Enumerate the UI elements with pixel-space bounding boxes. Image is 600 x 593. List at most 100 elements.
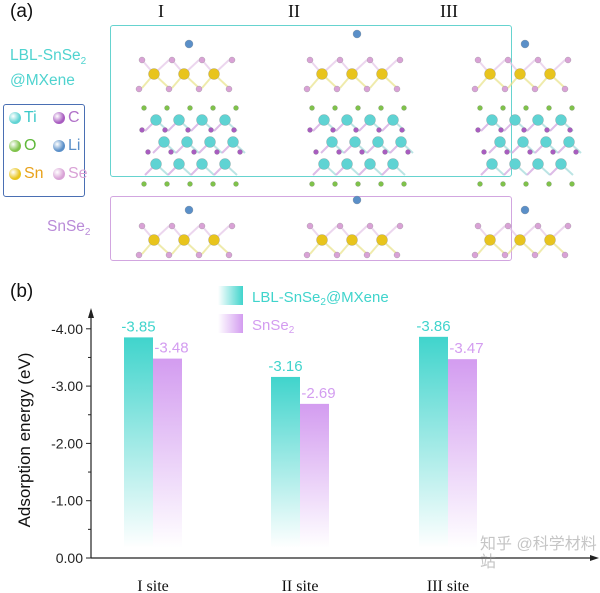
se-atom bbox=[165, 251, 173, 259]
y-tick-label: 0.00 bbox=[56, 550, 83, 566]
c-atom bbox=[336, 149, 342, 155]
se-atom bbox=[471, 251, 479, 259]
se-atom bbox=[198, 222, 206, 230]
x-axis-arrow bbox=[590, 555, 599, 561]
sn-atom bbox=[316, 234, 328, 246]
ti-atom bbox=[509, 158, 521, 170]
bar-value-label: -3.48 bbox=[154, 340, 188, 357]
se-atom bbox=[393, 251, 401, 259]
sn-atom bbox=[148, 68, 160, 80]
o-atom bbox=[500, 105, 506, 111]
o-atom bbox=[187, 181, 193, 187]
ti-atom bbox=[173, 114, 185, 126]
o-atom bbox=[378, 105, 384, 111]
x-tick-label: III site bbox=[427, 578, 469, 593]
composite-row-label: LBL-SnSe2 @MXene bbox=[10, 46, 86, 90]
se-atom bbox=[561, 85, 569, 93]
snse2-label-sub: 2 bbox=[84, 227, 91, 239]
se-atom bbox=[198, 56, 206, 64]
ti-atom bbox=[158, 136, 170, 148]
ti-atom-icon bbox=[9, 112, 21, 124]
o-atom bbox=[500, 181, 506, 187]
sn-atom bbox=[544, 234, 556, 246]
column-label-ii: II bbox=[288, 1, 300, 21]
c-atom bbox=[550, 149, 556, 155]
sn-atom-icon bbox=[9, 168, 21, 180]
se-atom bbox=[168, 56, 176, 64]
column-label-i: I bbox=[158, 1, 164, 21]
se-atom-icon bbox=[53, 168, 65, 180]
o-atom-icon bbox=[9, 140, 21, 152]
c-atom bbox=[307, 127, 313, 133]
bar-snse2 bbox=[448, 359, 477, 548]
se-atom bbox=[336, 56, 344, 64]
o-atom bbox=[164, 181, 170, 187]
se-atom bbox=[333, 85, 341, 93]
y-tick-label: -4.00 bbox=[51, 321, 83, 337]
ti-atom bbox=[486, 114, 498, 126]
snse2-label-main: SnSe bbox=[47, 218, 85, 235]
c-atom bbox=[521, 127, 527, 133]
c-atom bbox=[567, 127, 573, 133]
se-atom bbox=[138, 56, 146, 64]
li-atom bbox=[184, 39, 194, 49]
c-atom bbox=[139, 127, 145, 133]
se-atom bbox=[561, 251, 569, 259]
ti-atom bbox=[219, 158, 231, 170]
se-atom bbox=[474, 222, 482, 230]
sn-atom bbox=[376, 68, 388, 80]
se-atom bbox=[534, 56, 542, 64]
o-atom bbox=[523, 181, 529, 187]
ti-atom bbox=[555, 158, 567, 170]
legend-label: LBL-SnSe2@MXene bbox=[252, 289, 389, 308]
y-tick-label: -1.00 bbox=[51, 493, 83, 509]
o-atom bbox=[401, 105, 407, 111]
se-atom bbox=[471, 85, 479, 93]
sn-atom bbox=[178, 68, 190, 80]
ti-atom bbox=[326, 136, 338, 148]
o-atom bbox=[309, 181, 315, 187]
se-atom bbox=[336, 222, 344, 230]
li-atom bbox=[352, 29, 362, 39]
sn-atom bbox=[316, 68, 328, 80]
ti-atom bbox=[509, 114, 521, 126]
bar-value-label: -2.69 bbox=[301, 385, 335, 402]
legend-label-main: SnSe bbox=[252, 317, 289, 334]
se-atom bbox=[138, 222, 146, 230]
legend-symbol: Se bbox=[68, 165, 88, 182]
se-atom bbox=[363, 251, 371, 259]
c-atom bbox=[376, 127, 382, 133]
se-atom bbox=[396, 222, 404, 230]
o-atom bbox=[569, 181, 575, 187]
ti-atom bbox=[318, 158, 330, 170]
o-atom bbox=[546, 105, 552, 111]
se-atom bbox=[366, 56, 374, 64]
se-atom bbox=[393, 85, 401, 93]
li-atom-icon bbox=[53, 140, 65, 152]
c-atom bbox=[145, 149, 151, 155]
ti-atom bbox=[227, 136, 239, 148]
o-atom bbox=[523, 105, 529, 111]
legend-symbol: Ti bbox=[24, 109, 37, 126]
se-atom bbox=[396, 56, 404, 64]
legend-label-sub: 2 bbox=[289, 325, 295, 336]
c-atom bbox=[382, 149, 388, 155]
x-tick-label: II site bbox=[282, 578, 319, 593]
y-axis-arrow bbox=[88, 308, 94, 318]
sn-atom bbox=[376, 234, 388, 246]
c-atom bbox=[527, 149, 533, 155]
se-atom bbox=[168, 222, 176, 230]
c-atom bbox=[498, 127, 504, 133]
se-atom bbox=[306, 222, 314, 230]
composite-label-line2: @MXene bbox=[10, 72, 75, 90]
o-atom bbox=[233, 181, 239, 187]
li-atom bbox=[184, 205, 194, 215]
legend-item-li: Li bbox=[53, 137, 80, 155]
legend-item-se: Se bbox=[53, 165, 88, 183]
c-atom bbox=[168, 149, 174, 155]
se-atom bbox=[504, 222, 512, 230]
li-atom bbox=[520, 39, 530, 49]
panel-b-label: (b) bbox=[10, 281, 34, 302]
c-atom bbox=[191, 149, 197, 155]
snse2-row-label: SnSe2 bbox=[47, 218, 90, 238]
